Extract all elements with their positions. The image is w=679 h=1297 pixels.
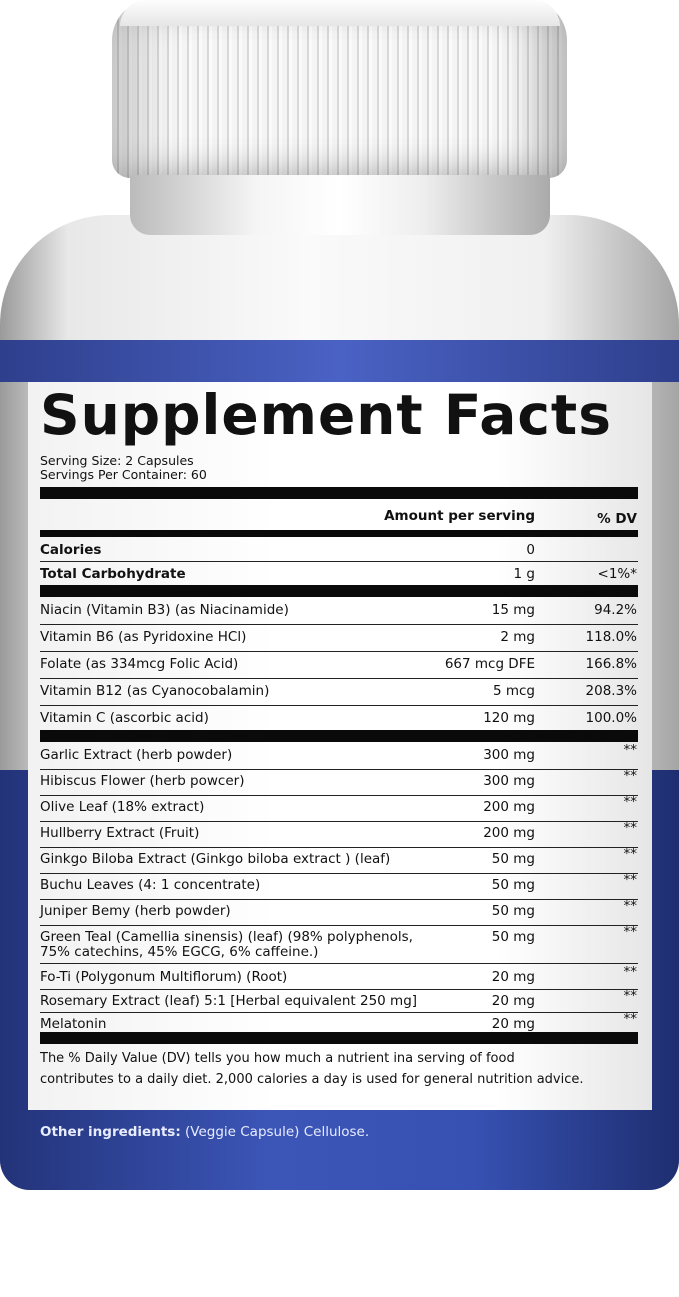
row-dv: ** bbox=[623, 872, 638, 888]
row-dv: ** bbox=[623, 1011, 638, 1027]
serving-size: Serving Size: 2 Capsules bbox=[40, 453, 194, 468]
row-dv: 118.0% bbox=[585, 629, 637, 645]
row-name: Folate (as 334mcg Folic Acid) bbox=[40, 656, 239, 672]
row-divider bbox=[40, 963, 638, 964]
row-amount: 20 mg bbox=[491, 1016, 535, 1032]
header-amount: Amount per serving bbox=[384, 508, 535, 524]
row-dv: ** bbox=[623, 964, 638, 980]
row-divider bbox=[40, 795, 638, 796]
row-amount: 120 mg bbox=[483, 710, 535, 726]
bottle-cap bbox=[112, 0, 567, 178]
row-amount: 50 mg bbox=[491, 903, 535, 919]
footnote-line-1: The % Daily Value (DV) tells you how muc… bbox=[40, 1051, 515, 1066]
supplement-facts-panel bbox=[28, 382, 652, 1110]
row-dv: ** bbox=[623, 742, 638, 758]
row-dv: ** bbox=[623, 846, 638, 862]
row-name: Olive Leaf (18% extract) bbox=[40, 799, 205, 815]
row-divider bbox=[40, 873, 638, 874]
row-name: Vitamin B6 (as Pyridoxine HCl) bbox=[40, 629, 247, 645]
row-name: Ginkgo Biloba Extract (Ginkgo biloba ext… bbox=[40, 851, 391, 867]
row-divider bbox=[40, 989, 638, 990]
row-amount: 5 mcg bbox=[492, 683, 535, 699]
divider-medium bbox=[40, 530, 638, 537]
row-amount: 50 mg bbox=[491, 929, 535, 945]
row-name: Juniper Bemy (herb powder) bbox=[40, 903, 231, 919]
other-ingredients-label: Other ingredients: bbox=[40, 1124, 181, 1140]
row-name: Buchu Leaves (4: 1 concentrate) bbox=[40, 877, 261, 893]
row-name: Hullberry Extract (Fruit) bbox=[40, 825, 200, 841]
blue-band-top bbox=[0, 340, 679, 382]
row-amount: 667 mcg DFE bbox=[444, 656, 535, 672]
row-name-continued: 75% catechins, 45% EGCG, 6% caffeine.) bbox=[40, 944, 319, 960]
bottle-cap-top bbox=[120, 0, 560, 26]
row-divider bbox=[40, 899, 638, 900]
row-divider bbox=[40, 769, 638, 770]
row-amount: 50 mg bbox=[491, 851, 535, 867]
footnote-line-2: contributes to a daily diet. 2,000 calor… bbox=[40, 1072, 584, 1087]
row-amount: 20 mg bbox=[491, 969, 535, 985]
row-dv: 166.8% bbox=[585, 656, 637, 672]
row-name: Garlic Extract (herb powder) bbox=[40, 747, 233, 763]
row-amount: 15 mg bbox=[491, 602, 535, 618]
row-name: Green Teal (Camellia sinensis) (leaf) (9… bbox=[40, 929, 413, 945]
row-name: Niacin (Vitamin B3) (as Niacinamide) bbox=[40, 602, 289, 618]
row-dv: ** bbox=[623, 768, 638, 784]
row-dv: ** bbox=[623, 924, 638, 940]
row-divider bbox=[40, 678, 638, 679]
servings-per-container: Servings Per Container: 60 bbox=[40, 467, 207, 482]
row-divider bbox=[40, 705, 638, 706]
row-dv: 208.3% bbox=[585, 683, 637, 699]
row-amount: 200 mg bbox=[483, 825, 535, 841]
row-divider bbox=[40, 925, 638, 926]
row-dv: ** bbox=[623, 820, 638, 836]
row-name: Calories bbox=[40, 542, 102, 558]
row-dv: ** bbox=[623, 794, 638, 810]
row-divider bbox=[40, 624, 638, 625]
other-ingredients: Other ingredients: (Veggie Capsule) Cell… bbox=[40, 1124, 369, 1140]
row-dv: ** bbox=[623, 988, 638, 1004]
row-name: Hibiscus Flower (herb powcer) bbox=[40, 773, 245, 789]
divider-thick bbox=[40, 487, 638, 499]
bottle-neck bbox=[130, 175, 550, 235]
divider-thick bbox=[40, 1032, 638, 1044]
row-amount: 1 g bbox=[513, 566, 535, 582]
row-amount: 300 mg bbox=[483, 747, 535, 763]
panel-title: Supplement Facts bbox=[40, 383, 612, 447]
row-name: Vitamin B12 (as Cyanocobalamin) bbox=[40, 683, 270, 699]
row-name: Vitamin C (ascorbic acid) bbox=[40, 710, 209, 726]
row-name: Fo-Ti (Polygonum Multiflorum) (Root) bbox=[40, 969, 288, 985]
row-name: Total Carbohydrate bbox=[40, 566, 186, 582]
header-dv: % DV bbox=[597, 511, 637, 527]
row-divider bbox=[40, 561, 638, 562]
other-ingredients-value: (Veggie Capsule) Cellulose. bbox=[180, 1124, 370, 1140]
row-amount: 20 mg bbox=[491, 993, 535, 1009]
row-divider bbox=[40, 1012, 638, 1013]
row-divider bbox=[40, 847, 638, 848]
row-dv: <1%* bbox=[597, 566, 637, 582]
row-name: Rosemary Extract (leaf) 5:1 [Herbal equi… bbox=[40, 993, 418, 1009]
row-amount: 2 mg bbox=[500, 629, 535, 645]
row-amount: 0 bbox=[526, 542, 535, 558]
row-amount: 200 mg bbox=[483, 799, 535, 815]
row-dv: ** bbox=[623, 898, 638, 914]
row-divider bbox=[40, 651, 638, 652]
row-divider bbox=[40, 821, 638, 822]
row-amount: 300 mg bbox=[483, 773, 535, 789]
row-name: Melatonin bbox=[40, 1016, 107, 1032]
row-amount: 50 mg bbox=[491, 877, 535, 893]
divider-thick bbox=[40, 585, 638, 597]
row-dv: 100.0% bbox=[585, 710, 637, 726]
divider-thick bbox=[40, 730, 638, 742]
row-dv: 94.2% bbox=[594, 602, 637, 618]
